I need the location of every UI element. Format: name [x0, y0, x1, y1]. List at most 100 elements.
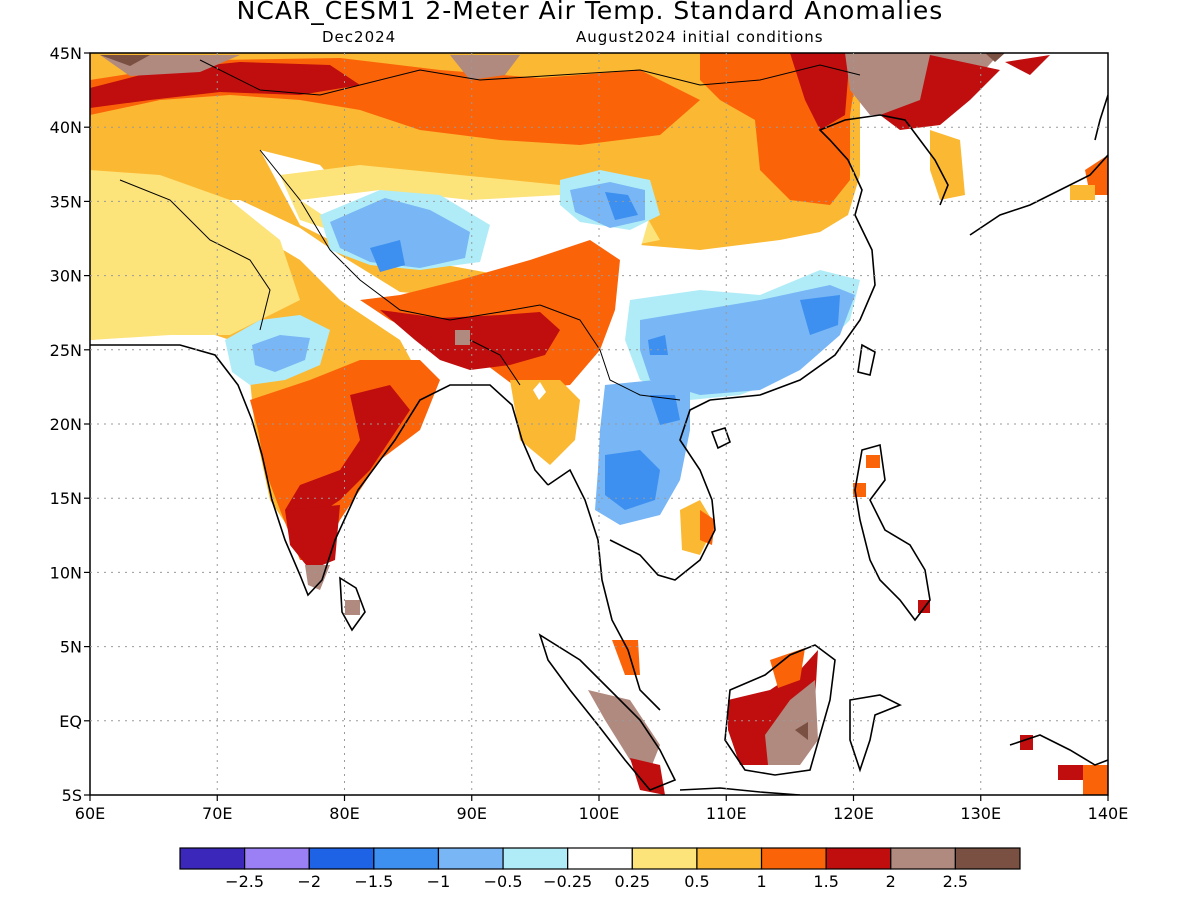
anomaly-area-dark-brown — [100, 55, 150, 66]
legend-color-box — [244, 847, 310, 870]
legend-color-box — [890, 847, 956, 870]
legend-label: −1 — [427, 872, 451, 891]
map-title: NCAR_CESM1 2-Meter Air Temp. Standard An… — [236, 0, 944, 25]
anomaly-area-brown — [765, 680, 818, 765]
latitude-tick-label: EQ — [59, 712, 82, 731]
anomaly-area-red — [790, 53, 850, 130]
longitude-tick-label: 110E — [706, 804, 747, 823]
longitude-tick-label: 80E — [329, 804, 359, 823]
anomaly-area-red — [1005, 55, 1050, 75]
border-line — [119, 179, 271, 331]
coastline-new-guinea — [1009, 734, 1108, 766]
latitude-tick-label: 30N — [50, 267, 82, 286]
coastline-china — [709, 114, 949, 401]
latitude-tick-label: 45N — [50, 44, 82, 63]
border-line — [259, 149, 541, 321]
anomaly-area-blue — [605, 192, 638, 220]
anomaly-area-brown — [305, 565, 330, 590]
anomaly-area-blue — [330, 198, 470, 268]
latitude-tick-label: 20N — [50, 415, 82, 434]
coastline-philippines — [854, 443, 931, 622]
anomaly-area-white — [533, 382, 546, 400]
legend-label: 2 — [886, 872, 896, 891]
forecast-month: Dec2024 — [322, 28, 397, 46]
anomaly-area-red — [880, 55, 1000, 130]
anomaly-area-yellow — [90, 170, 300, 340]
legend-label: 1 — [756, 872, 766, 891]
coastline-south-asia — [90, 344, 549, 597]
legend-label: 0.5 — [684, 872, 709, 891]
graticule — [90, 53, 1108, 795]
latitude-tick-label: 25N — [50, 341, 82, 360]
latitude-tick-label: 10N — [50, 563, 82, 582]
legend-color-box — [954, 847, 1021, 870]
colorbar-legend: −2.5 −2 −1.5 −1 −0.5 −0.25 0.25 0.5 1 1.5 2 2.5 — [179, 847, 1021, 891]
anomaly-area-blue — [640, 285, 855, 395]
anomaly-area-blue — [648, 335, 668, 355]
border-line — [199, 59, 861, 96]
anomaly-area-dark-brown — [985, 53, 1005, 62]
latitude-tick-label: 15N — [50, 489, 82, 508]
legend-color-box — [567, 847, 633, 870]
legend-label: −0.5 — [484, 872, 523, 891]
anomaly-area-brown — [588, 690, 660, 770]
anomaly-area-dark-orange — [1083, 765, 1108, 795]
anomaly-area-red — [285, 505, 340, 570]
coastline-sri-lanka — [339, 576, 366, 632]
anomaly-area-red — [630, 758, 665, 795]
border-line — [539, 304, 681, 401]
latitude-tick-label: 5S — [62, 786, 82, 805]
latitude-tick-label: 40N — [50, 118, 82, 137]
legend-color-box — [502, 847, 569, 870]
border-line — [469, 339, 521, 386]
anomaly-area-dark-orange — [770, 648, 805, 688]
anomaly-area-dark-orange — [866, 455, 880, 468]
coastline-taiwan — [857, 343, 876, 376]
longitude-tick-label: 70E — [202, 804, 232, 823]
longitude-tick-label: 100E — [579, 804, 620, 823]
legend-label: −2 — [297, 872, 321, 891]
longitude-tick-label: 120E — [833, 804, 874, 823]
coastlines — [90, 94, 1108, 795]
anomaly-area-orange — [510, 380, 580, 465]
coastline-sumatra — [538, 633, 677, 791]
longitude-tick-label: 90E — [457, 804, 487, 823]
legend-color-box — [760, 847, 827, 870]
legend-label: 1.5 — [813, 872, 838, 891]
anomaly-shading — [90, 53, 1108, 795]
anomaly-area-blue — [370, 240, 405, 272]
legend-color-box — [631, 847, 698, 870]
initial-conditions: August2024 initial conditions — [576, 28, 824, 46]
longitude-tick-label: 140E — [1088, 804, 1129, 823]
country-borders — [119, 59, 861, 401]
longitude-tick-label: 130E — [960, 804, 1001, 823]
coastline-hainan — [710, 427, 731, 450]
anomaly-area-orange — [930, 130, 965, 200]
legend-label: −2.5 — [225, 872, 264, 891]
anomaly-area-red — [285, 385, 410, 520]
legend-label: 0.25 — [614, 872, 650, 891]
legend-label: −1.5 — [354, 872, 393, 891]
coastline-sulawesi — [849, 694, 902, 773]
anomaly-area-brown — [345, 600, 360, 615]
axis-ticks: 60E 70E 80E 90E 100E 110E 120E 130E 140E 45N 40N 35… — [50, 44, 1129, 823]
legend-color-box — [825, 847, 892, 870]
coastline-mainland-southeast-asia — [547, 399, 716, 711]
legend-color-box — [308, 847, 375, 870]
anomaly-area-orange — [1070, 185, 1095, 200]
anomaly-area-brown — [455, 330, 470, 345]
anomaly-area-blue — [605, 450, 660, 510]
anomaly-area-blue — [650, 395, 680, 425]
anomaly-area-blue — [800, 295, 840, 335]
anomaly-area-dark-brown — [795, 722, 808, 740]
legend-color-box — [437, 847, 504, 870]
coastline-java — [679, 787, 801, 795]
legend-color-box — [373, 847, 440, 870]
anomaly-area-blue — [252, 335, 310, 372]
legend-label: 2.5 — [943, 872, 968, 891]
coastline-japan — [969, 94, 1108, 236]
anomaly-area-brown — [450, 55, 520, 80]
legend-color-box — [179, 847, 246, 870]
longitude-tick-label: 60E — [75, 804, 105, 823]
